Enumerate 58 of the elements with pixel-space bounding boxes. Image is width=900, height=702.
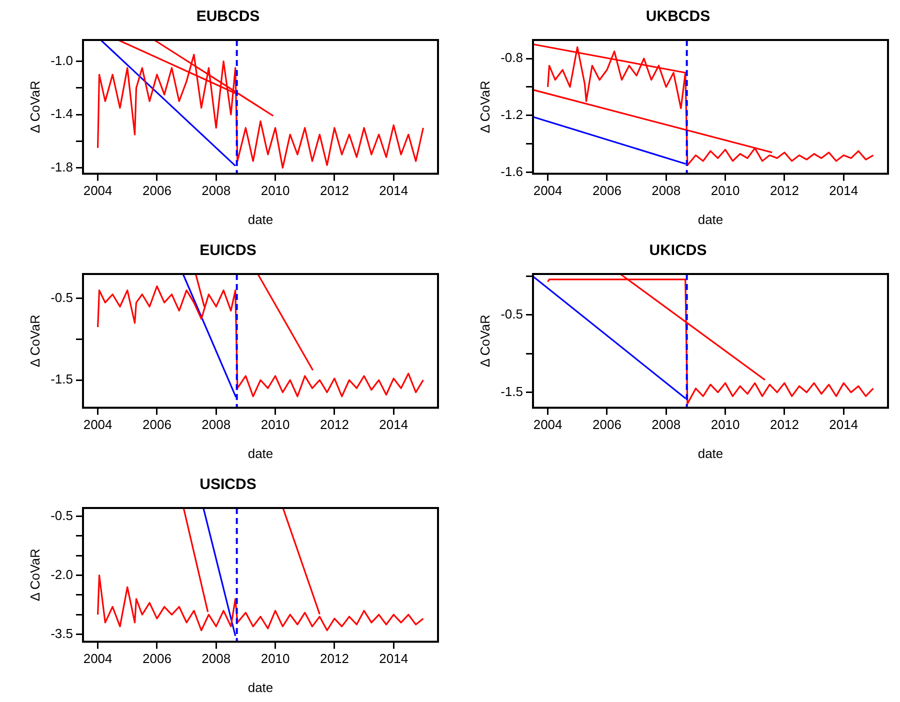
x-axis-title: date [248,680,274,695]
y-tick-label: -1.2 [500,107,523,122]
y-tick-label: -0.5 [50,508,73,523]
x-tick-label: 2006 [592,417,622,432]
x-tick-label: 2012 [320,417,349,432]
x-tick-label: 2010 [260,417,290,432]
x-tick-label: 2010 [710,417,740,432]
y-tick-label: -1.8 [50,159,73,174]
x-tick-label: 2014 [829,183,858,198]
y-tick-label: -0.8 [500,50,523,66]
y-tick-label: -1.5 [50,372,73,387]
x-tick-label: 2004 [533,183,562,198]
y-tick-label: -1.0 [50,52,73,68]
x-tick-label: 2014 [379,651,408,666]
y-tick-label: -1.5 [500,384,523,399]
x-tick-label: 2006 [592,183,622,198]
chart-title: USICDS [200,476,256,494]
y-axis-title: Δ CoVaR [477,80,492,134]
x-tick-label: 2008 [202,651,231,666]
x-tick-label: 2012 [320,651,349,666]
x-tick-label: 2006 [142,417,172,432]
x-tick-label: 2004 [83,651,112,666]
chart-title: EUBCDS [196,8,260,26]
chart-title: UKBCDS [646,8,710,26]
chart-title: UKICDS [649,242,707,260]
y-axis-title: Δ CoVaR [27,314,42,368]
y-tick-label: -1.4 [50,106,73,122]
x-tick-label: 2004 [83,183,112,198]
x-tick-label: 2010 [260,183,290,198]
x-tick-label: 2006 [142,183,172,198]
y-axis-title: Δ CoVaR [27,80,42,134]
x-axis-title: date [698,446,724,461]
x-axis-title: date [248,446,274,461]
x-tick-label: 2012 [320,183,349,198]
x-tick-label: 2008 [652,183,681,198]
y-tick-label: -0.5 [50,290,73,306]
x-axis-title: date [698,212,724,227]
x-tick-label: 2008 [202,417,231,432]
x-tick-label: 2014 [379,417,408,432]
y-tick-label: -2.0 [50,566,73,582]
y-tick-label: -3.5 [50,626,73,641]
x-tick-label: 2014 [379,183,408,198]
x-tick-label: 2012 [770,417,799,432]
x-tick-label: 2014 [829,417,858,432]
x-axis-title: date [248,212,274,227]
x-tick-label: 2004 [83,417,112,432]
y-tick-label: -0.5 [500,306,523,322]
x-tick-label: 2010 [710,183,740,198]
x-tick-label: 2006 [142,651,172,666]
y-axis-title: Δ CoVaR [27,548,42,602]
y-axis-title: Δ CoVaR [477,314,492,368]
x-tick-label: 2008 [202,183,231,198]
x-tick-label: 2012 [770,183,799,198]
y-tick-label: -1.6 [500,164,523,179]
x-tick-label: 2004 [533,417,562,432]
x-tick-label: 2008 [652,417,681,432]
x-tick-label: 2010 [260,651,290,666]
chart-title: EUICDS [200,242,256,260]
